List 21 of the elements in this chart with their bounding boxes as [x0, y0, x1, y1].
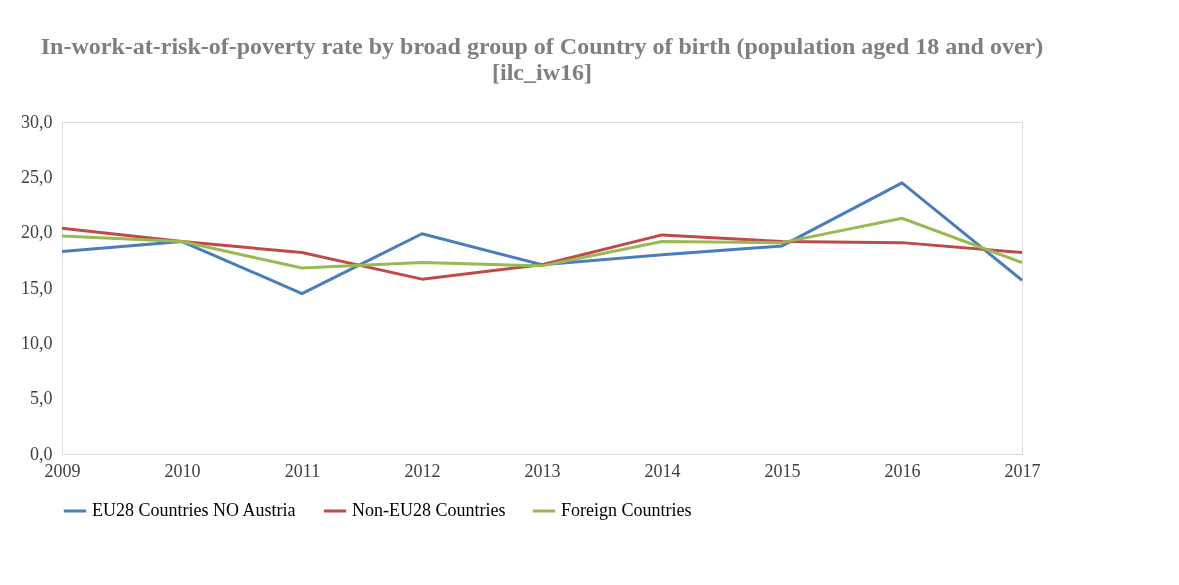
y-tick-label: 25,0 — [21, 166, 53, 187]
line-series — [60, 216, 1024, 270]
x-tick-label: 2015 — [764, 460, 801, 481]
legend-label: Foreign Countries — [561, 500, 692, 520]
x-tick-label: 2017 — [1004, 460, 1041, 481]
x-tick-label: 2014 — [644, 460, 681, 481]
y-tick-label: 5,0 — [30, 388, 53, 409]
text: [ilc_iw16] — [492, 59, 592, 85]
x-tick-label: 2016 — [884, 460, 921, 481]
x-tick-label: 2012 — [404, 460, 441, 481]
text: In-work-at-risk-of-poverty rate by broad group of Country of birth (population aged 18 and over) — [40, 33, 1044, 59]
line-series — [60, 181, 1024, 296]
y-tick-label: 20,0 — [21, 222, 53, 243]
x-tick-label: 2010 — [164, 460, 201, 481]
legend-label: Non-EU28 Countries — [352, 500, 506, 520]
x-tick-label: 2011 — [284, 460, 321, 481]
legend-label: EU28 Countries NO Austria — [92, 500, 296, 520]
x-tick-label: 2013 — [524, 460, 561, 481]
y-tick-label: 10,0 — [21, 332, 53, 353]
y-tick-label: 30,0 — [21, 111, 53, 132]
y-tick-label: 15,0 — [21, 277, 53, 298]
